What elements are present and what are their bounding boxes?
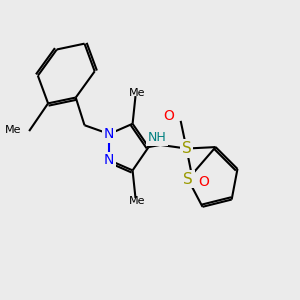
- Text: Me: Me: [129, 196, 145, 206]
- Text: N: N: [104, 127, 115, 141]
- Text: N: N: [104, 153, 115, 167]
- Text: Me: Me: [129, 88, 145, 98]
- Text: O: O: [164, 110, 174, 124]
- Text: Me: Me: [5, 124, 22, 135]
- Text: O: O: [199, 175, 209, 189]
- Text: NH: NH: [148, 131, 167, 144]
- Text: S: S: [183, 172, 193, 187]
- Text: S: S: [182, 141, 191, 156]
